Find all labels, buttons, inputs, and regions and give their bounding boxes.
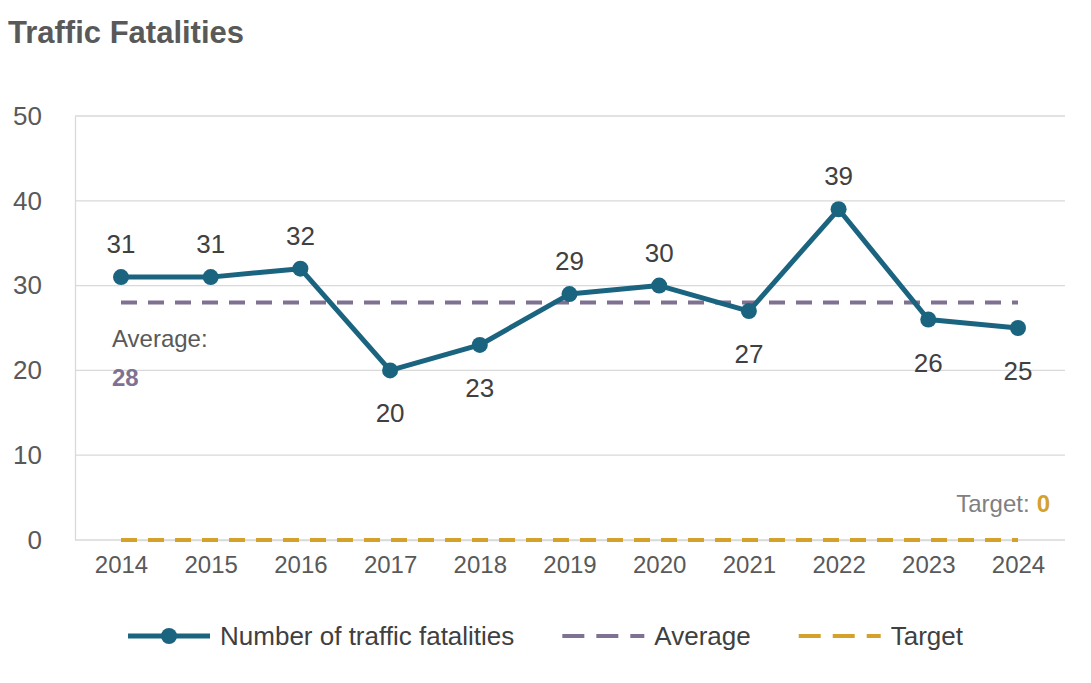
data-point: [382, 362, 398, 378]
y-tick-label: 20: [13, 355, 42, 385]
annotation-value: 28: [112, 364, 139, 391]
x-tick: 2023: [902, 551, 955, 578]
data-label: 31: [196, 229, 225, 259]
x-tick-label: 2024: [992, 551, 1045, 578]
plot-area: [113, 201, 1026, 540]
x-tick-label: 2015: [185, 551, 238, 578]
x-tick-label: 2020: [633, 551, 686, 578]
grid-line: [75, 285, 1065, 286]
legend-label: Average: [654, 621, 750, 651]
y-tick: 30: [13, 270, 42, 300]
y-tick-label: 30: [13, 270, 42, 300]
data-label: 29: [555, 246, 584, 276]
x-axis-line: [122, 540, 1019, 541]
data-label: 27: [734, 339, 763, 369]
data-label: 20: [376, 398, 405, 428]
x-tick: 2017: [364, 551, 417, 578]
data-point: [1010, 320, 1026, 336]
data-point: [292, 261, 308, 277]
x-tick: 2018: [454, 551, 507, 578]
data-point: [920, 312, 936, 328]
x-axis: 2014 2015 2016 2017 2018 2019 2020 2021 2022 2023…: [95, 541, 1045, 579]
data-label: 39: [824, 161, 853, 191]
x-tick-label: 2021: [723, 551, 776, 578]
series-line: [121, 538, 1018, 542]
annotation-text: Target:: [956, 490, 1029, 517]
data-point: [472, 337, 488, 353]
data-label: 23: [465, 373, 494, 403]
y-axis: 0 10 20 30 40 50: [13, 101, 75, 555]
data-labels: 31 31 32 20 23 29 30 27 39 26 25: [107, 161, 1033, 428]
y-tick-label: 50: [13, 101, 42, 131]
x-tick-label: 2018: [454, 551, 507, 578]
y-tick: 50: [13, 101, 42, 131]
annotations: Average: 28 Target: 0: [112, 325, 1050, 517]
data-label: 25: [1004, 356, 1033, 386]
x-tick: 2016: [274, 551, 327, 578]
y-axis-line: [75, 117, 76, 541]
legend: Number of traffic fatalities Average Targe…: [128, 621, 964, 651]
chart-svg: Traffic Fatalities0102030405020142015201…: [0, 0, 1091, 683]
data-point: [651, 278, 667, 294]
y-tick-label: 0: [28, 525, 42, 555]
x-tick: 2014: [95, 551, 148, 578]
chart-container: Traffic Fatalities0102030405020142015201…: [0, 0, 1091, 683]
annotation: Target: 0: [956, 490, 1050, 517]
data-point: [831, 201, 847, 217]
legend-item: Number of traffic fatalities: [128, 621, 514, 651]
y-tick-label: 40: [13, 186, 42, 216]
legend-label: Target: [891, 621, 964, 651]
y-tick: 0: [28, 525, 42, 555]
grid-line: [75, 455, 1065, 456]
annotation-value: 0: [1037, 490, 1050, 517]
x-tick: 2021: [723, 551, 776, 578]
legend-marker: [161, 628, 177, 644]
data-label: 26: [914, 348, 943, 378]
legend-symbol: [562, 634, 644, 638]
grid-line: [75, 200, 1065, 201]
x-tick: 2019: [543, 551, 596, 578]
x-tick-label: 2014: [95, 551, 148, 578]
chart-title: Traffic Fatalities: [8, 15, 244, 50]
x-tick-label: 2017: [364, 551, 417, 578]
legend-item: Average: [562, 621, 750, 651]
y-tick: 40: [13, 186, 42, 216]
data-point: [113, 269, 129, 285]
legend-symbol: [799, 634, 881, 638]
data-label: 31: [107, 229, 136, 259]
x-tick: 2015: [185, 551, 238, 578]
data-point: [562, 286, 578, 302]
legend-label: Number of traffic fatalities: [220, 621, 514, 651]
x-tick-label: 2022: [812, 551, 865, 578]
x-tick-label: 2016: [274, 551, 327, 578]
y-tick: 20: [13, 355, 42, 385]
grid-line: [75, 539, 1065, 540]
series-line: [121, 209, 1018, 370]
legend-item: Target: [799, 621, 964, 651]
grid: [75, 116, 1065, 540]
x-tick: 2020: [633, 551, 686, 578]
data-label: 32: [286, 221, 315, 251]
x-tick: 2024: [992, 551, 1045, 578]
data-point: [741, 303, 757, 319]
x-tick-label: 2023: [902, 551, 955, 578]
y-tick-label: 10: [13, 440, 42, 470]
data-point: [203, 269, 219, 285]
grid-line: [75, 115, 1065, 116]
data-label: 30: [645, 238, 674, 268]
y-tick: 10: [13, 440, 42, 470]
x-tick: 2022: [812, 551, 865, 578]
x-tick-label: 2019: [543, 551, 596, 578]
annotation-text: Average:: [112, 325, 208, 352]
